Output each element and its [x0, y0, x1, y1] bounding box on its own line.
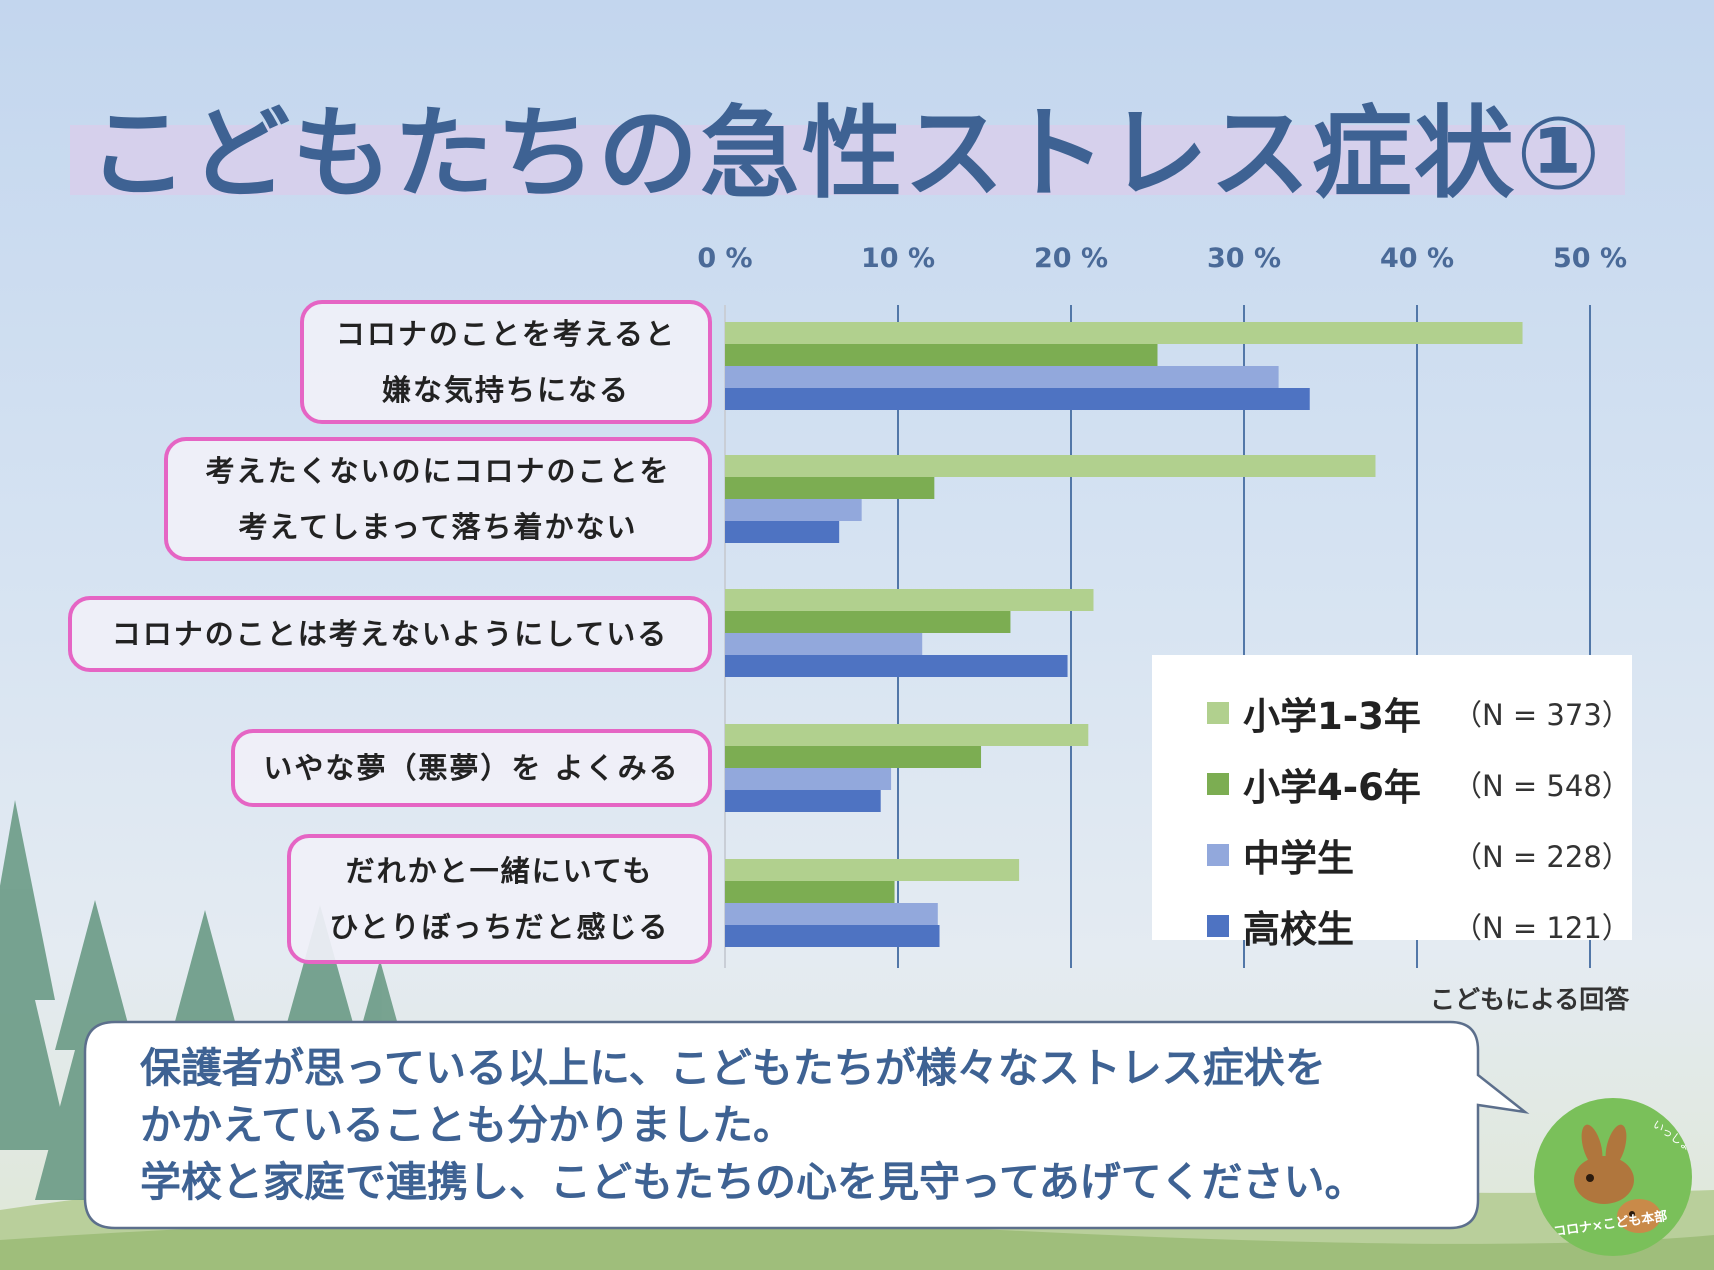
legend-name-1: 小学4-6年	[1243, 766, 1421, 809]
bar-s0-c1	[725, 455, 1376, 477]
legend-swatch-1	[1207, 773, 1229, 795]
bar-s2-c2	[725, 633, 923, 655]
joey-head	[1617, 1199, 1661, 1233]
legend-name-0: 小学1-3年	[1243, 695, 1421, 738]
x-tick-label-0: 0 %	[697, 243, 752, 274]
slide-title: こどもたちの急性ストレス症状①	[88, 95, 1603, 212]
bar-s1-c0	[725, 344, 1158, 366]
x-tick-label-5: 50 %	[1553, 243, 1627, 274]
bar-s0-c3	[725, 724, 1089, 746]
bar-s3-c1	[725, 521, 840, 543]
x-tick-label-1: 10 %	[861, 243, 935, 274]
chart-legend: 小学1-3年 （N = 373） 小学4-6年 （N = 548） 中学生 （N…	[1152, 655, 1632, 951]
kangaroo-head	[1574, 1156, 1634, 1204]
legend-n-1: （N = 548）	[1453, 769, 1631, 803]
legend-swatch-2	[1207, 844, 1229, 866]
bar-s0-c2	[725, 589, 1094, 611]
legend-swatch-3	[1207, 915, 1229, 937]
x-tick-label-2: 20 %	[1034, 243, 1108, 274]
bar-s0-c0	[725, 322, 1523, 344]
message-text: 保護者が思っている以上に、こどもたちが様々なストレス症状を かかえていることも分…	[140, 1040, 1440, 1211]
kangaroo-ear-left	[1581, 1124, 1603, 1168]
x-tick-label-3: 30 %	[1207, 243, 1281, 274]
kangaroo-icon: いっしょに カンガエルー コロナ×こども本部	[1552, 1118, 1692, 1240]
bar-s3-c4	[725, 925, 940, 947]
legend-item-3: 高校生 （N = 121）	[1207, 901, 1631, 951]
legend-name-2: 中学生	[1243, 837, 1354, 880]
legend-n-2: （N = 228）	[1453, 840, 1631, 874]
bar-s3-c2	[725, 655, 1068, 677]
bar-s1-c4	[725, 881, 895, 903]
x-tick-label-4: 40 %	[1380, 243, 1454, 274]
bar-s3-c3	[725, 790, 881, 812]
message-line-2: 学校と家庭で連携し、こどもたちの心を見守ってあげてください。	[140, 1158, 1366, 1206]
source-note: こどもによる回答	[1430, 985, 1630, 1014]
bar-s1-c2	[725, 611, 1011, 633]
title-highlight-band	[70, 125, 1625, 195]
bar-s1-c1	[725, 477, 935, 499]
legend-n-3: （N = 121）	[1453, 911, 1631, 945]
bar-s3-c0	[725, 388, 1310, 410]
bar-s2-c1	[725, 499, 862, 521]
hill-back	[0, 1219, 1714, 1270]
bar-s2-c4	[725, 903, 938, 925]
speech-bubble-shape	[83, 1020, 1530, 1230]
bar-s0-c4	[725, 859, 1020, 881]
legend-item-2: 中学生 （N = 228）	[1207, 830, 1631, 880]
mascot-text-bottom: コロナ×こども本部	[1552, 1208, 1668, 1240]
category-label-1: 考えたくないのにコロナのことを 考えてしまって落ち着かない	[164, 437, 712, 561]
legend-item-0: 小学1-3年 （N = 373）	[1207, 688, 1631, 738]
message-line-0: 保護者が思っている以上に、こどもたちが様々なストレス症状を	[140, 1044, 1326, 1092]
legend-n-0: （N = 373）	[1453, 698, 1631, 732]
mascot-logo: いっしょに カンガエルー コロナ×こども本部	[1534, 1098, 1692, 1256]
bar-s1-c3	[725, 746, 982, 768]
legend-swatch-0	[1207, 702, 1229, 724]
kangaroo-eye	[1586, 1174, 1594, 1182]
category-label-2: コロナのことは考えないようにしている	[68, 596, 712, 672]
message-line-1: かかえていることも分かりました。	[140, 1101, 794, 1149]
kangaroo-ear-right	[1605, 1124, 1627, 1168]
category-label-3: いやな夢（悪夢）を よくみる	[231, 729, 712, 807]
bar-s2-c0	[725, 366, 1279, 388]
joey-eye	[1629, 1211, 1635, 1217]
legend-name-3: 高校生	[1243, 908, 1354, 951]
category-label-4: だれかと一緒にいても ひとりぼっちだと感じる	[287, 834, 712, 964]
category-label-0: コロナのことを考えると 嫌な気持ちになる	[300, 300, 712, 424]
bar-s2-c3	[725, 768, 892, 790]
legend-item-1: 小学4-6年 （N = 548）	[1207, 759, 1631, 809]
